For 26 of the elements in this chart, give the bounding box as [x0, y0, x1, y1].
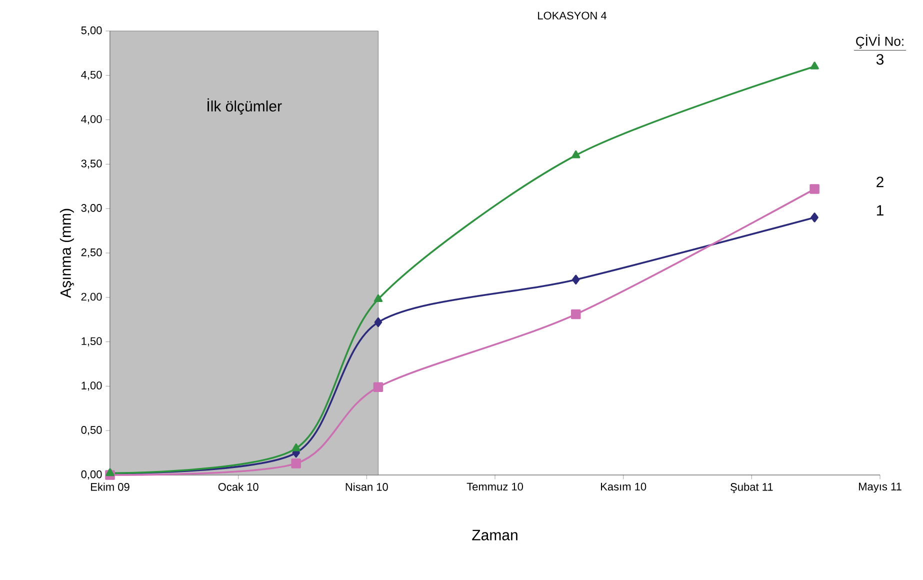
y-tick-label: 2,00	[81, 292, 102, 302]
x-tick-label: Ekim 09	[91, 482, 130, 491]
text: 1	[876, 205, 884, 216]
y-tick-label: 5,00	[81, 26, 102, 36]
y-tick-label: 0,50	[81, 426, 102, 436]
y-tick-label: 1,50	[82, 337, 102, 346]
legend-title: ÇİVİ No:	[856, 34, 904, 49]
text: 3	[876, 54, 884, 65]
y-tick-label: 3,50	[81, 160, 102, 169]
x-tick-label: Ocak 10	[218, 482, 258, 491]
x-tick-label: Şubat 11	[730, 482, 773, 494]
y-tick-label: 0,00	[81, 470, 102, 480]
x-tick-label: Kasım 10	[601, 482, 646, 491]
x-tick-label: Temmuz 10	[466, 482, 523, 491]
x-tick-label: Mayıs 11	[859, 482, 902, 493]
y-tick-label: 3,00	[81, 204, 102, 214]
y-tick-label: 4,00	[81, 115, 102, 124]
y-tick-label: 1,00	[82, 382, 102, 391]
y-tick-label: 2,50	[81, 248, 102, 258]
x-tick-label: Nisan 10	[346, 482, 388, 491]
y-tick-label: 4,50	[81, 70, 102, 80]
text: 2	[876, 176, 884, 188]
y-axis-title: Aşınma (mm)	[60, 208, 74, 298]
chart-title: LOKASYON 4	[538, 12, 607, 20]
x-axis-title: Zaman	[472, 530, 518, 540]
band-label: İlk ölçümler	[208, 98, 282, 115]
